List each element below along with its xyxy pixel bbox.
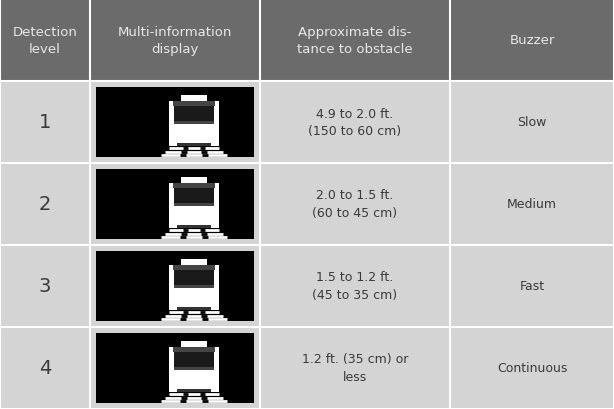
Bar	[169, 260, 219, 310]
Text: 2: 2	[39, 195, 51, 214]
Bar	[169, 96, 181, 102]
Bar	[0, 0, 90, 82]
Bar	[174, 271, 214, 285]
Text: Detection
level: Detection level	[12, 26, 77, 56]
Bar	[206, 342, 219, 348]
Bar	[173, 102, 215, 107]
Bar	[169, 260, 181, 266]
Bar	[260, 0, 450, 82]
Bar	[206, 260, 219, 266]
Text: 4: 4	[39, 359, 51, 378]
Bar	[174, 203, 214, 207]
Bar	[90, 82, 260, 164]
Text: 1: 1	[39, 113, 51, 132]
Bar	[96, 252, 254, 321]
Text: Multi-information
display: Multi-information display	[118, 26, 232, 56]
Bar	[206, 178, 219, 184]
Bar	[174, 353, 214, 367]
Bar	[177, 225, 211, 228]
Bar	[90, 245, 260, 327]
Bar	[450, 82, 614, 164]
Text: 1.5 to 1.2 ft.
(45 to 35 cm): 1.5 to 1.2 ft. (45 to 35 cm)	[313, 271, 397, 302]
Bar	[169, 342, 219, 392]
Bar	[169, 178, 181, 184]
Text: Slow: Slow	[518, 116, 546, 129]
Bar	[450, 245, 614, 327]
Bar	[169, 342, 181, 348]
Bar	[177, 389, 211, 392]
Text: Continuous: Continuous	[497, 362, 567, 375]
Bar	[90, 0, 260, 82]
Bar	[0, 327, 90, 409]
Bar	[96, 88, 254, 157]
Bar	[169, 96, 219, 146]
Bar	[0, 82, 90, 164]
Text: Fast: Fast	[519, 280, 545, 293]
Bar	[0, 245, 90, 327]
Text: Buzzer: Buzzer	[509, 34, 554, 47]
Bar	[90, 327, 260, 409]
Bar	[90, 164, 260, 245]
Text: 3: 3	[39, 277, 51, 296]
Text: 1.2 ft. (35 cm) or
less: 1.2 ft. (35 cm) or less	[302, 353, 408, 384]
Bar	[206, 96, 219, 102]
Bar	[174, 285, 214, 288]
Bar	[260, 245, 450, 327]
Bar	[96, 170, 254, 239]
Bar	[260, 164, 450, 245]
Bar	[177, 144, 211, 146]
Bar	[177, 307, 211, 310]
Bar	[450, 164, 614, 245]
Bar	[173, 266, 215, 271]
Bar	[173, 184, 215, 189]
Text: 2.0 to 1.5 ft.
(60 to 45 cm): 2.0 to 1.5 ft. (60 to 45 cm)	[313, 189, 397, 220]
Bar	[173, 348, 215, 353]
Text: Approximate dis-
tance to obstacle: Approximate dis- tance to obstacle	[297, 26, 413, 56]
Bar	[174, 367, 214, 370]
Bar	[450, 327, 614, 409]
Text: 4.9 to 2.0 ft.
(150 to 60 cm): 4.9 to 2.0 ft. (150 to 60 cm)	[308, 107, 402, 138]
Bar	[96, 333, 254, 403]
Bar	[174, 121, 214, 125]
Bar	[169, 178, 219, 228]
Bar	[450, 0, 614, 82]
Bar	[174, 189, 214, 203]
Text: Medium: Medium	[507, 198, 557, 211]
Bar	[260, 327, 450, 409]
Bar	[174, 107, 214, 121]
Bar	[0, 164, 90, 245]
Bar	[260, 82, 450, 164]
